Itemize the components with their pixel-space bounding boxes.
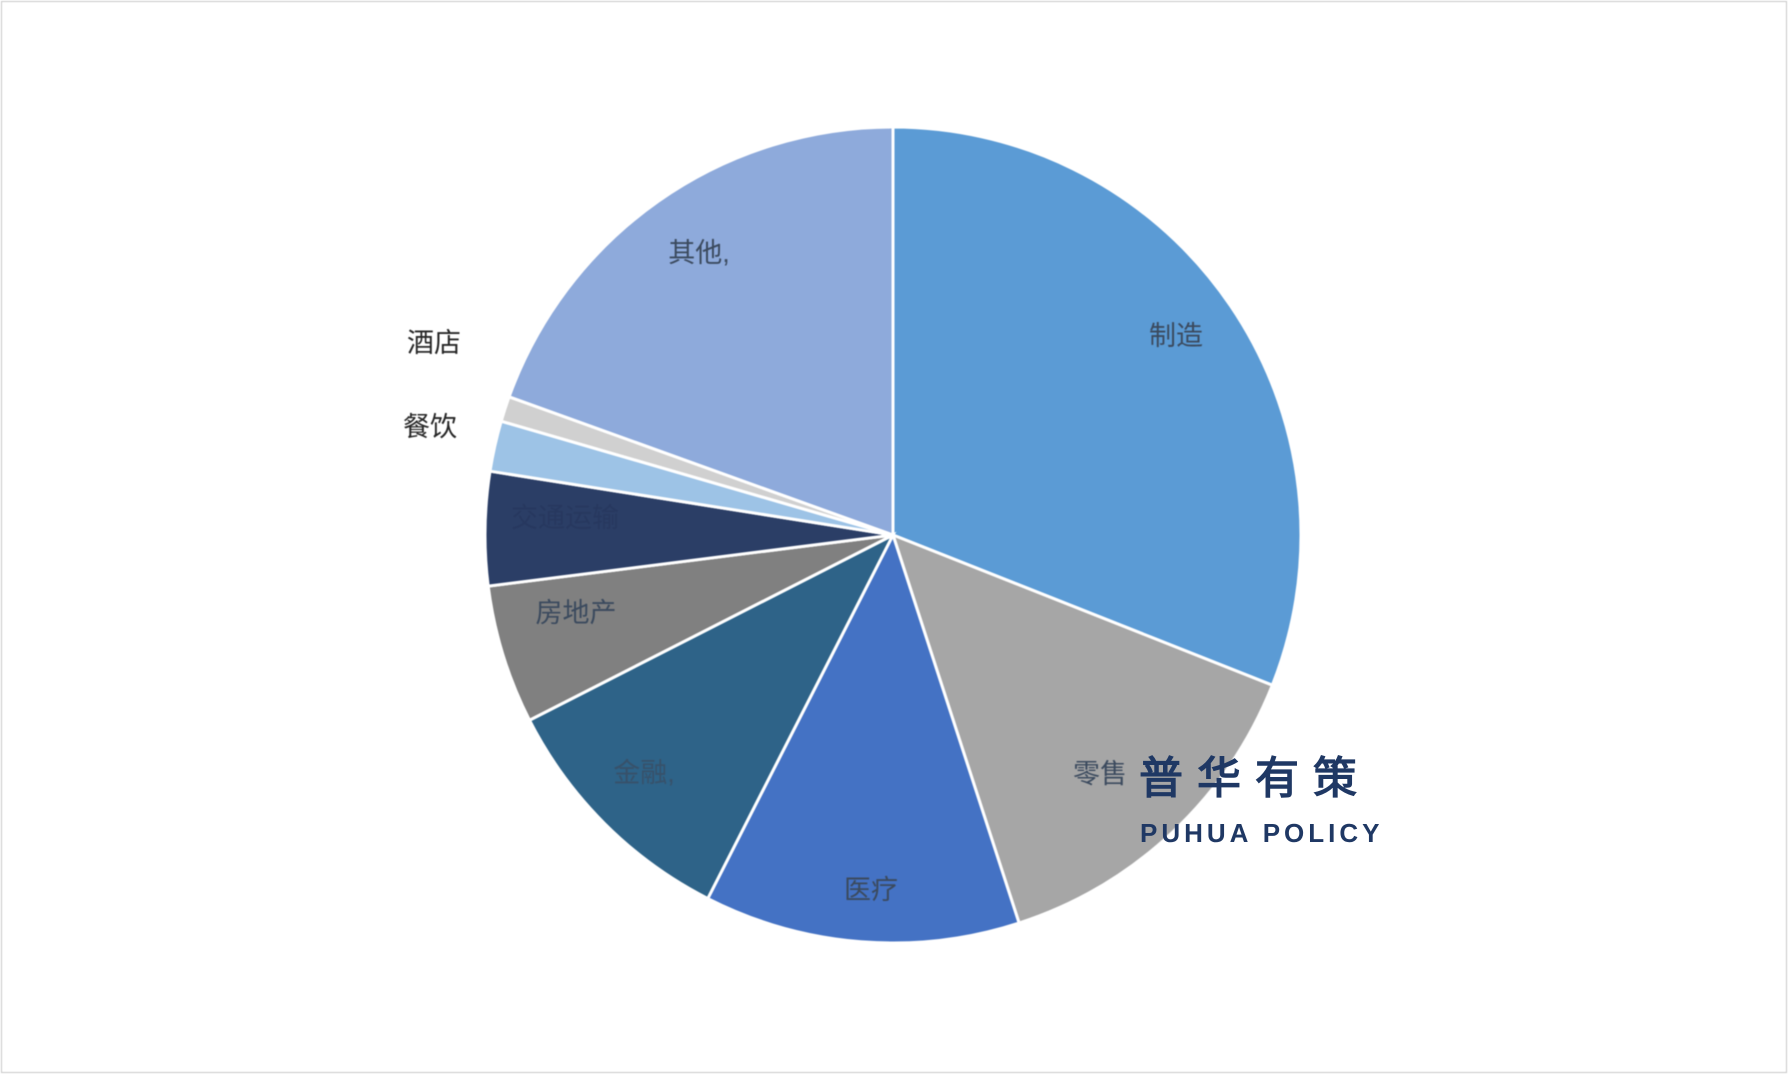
svg-text:制造: 制造 xyxy=(1149,321,1203,351)
svg-text:交通运输: 交通运输 xyxy=(511,503,619,533)
svg-text:医疗: 医疗 xyxy=(844,875,898,905)
svg-text:餐饮: 餐饮 xyxy=(403,412,457,442)
svg-text:酒店: 酒店 xyxy=(407,328,461,358)
svg-text:金融,: 金融, xyxy=(613,758,675,788)
svg-text:房地产: 房地产 xyxy=(536,598,617,628)
svg-text:零售: 零售 xyxy=(1073,759,1127,789)
svg-text:其他,: 其他, xyxy=(668,238,730,268)
